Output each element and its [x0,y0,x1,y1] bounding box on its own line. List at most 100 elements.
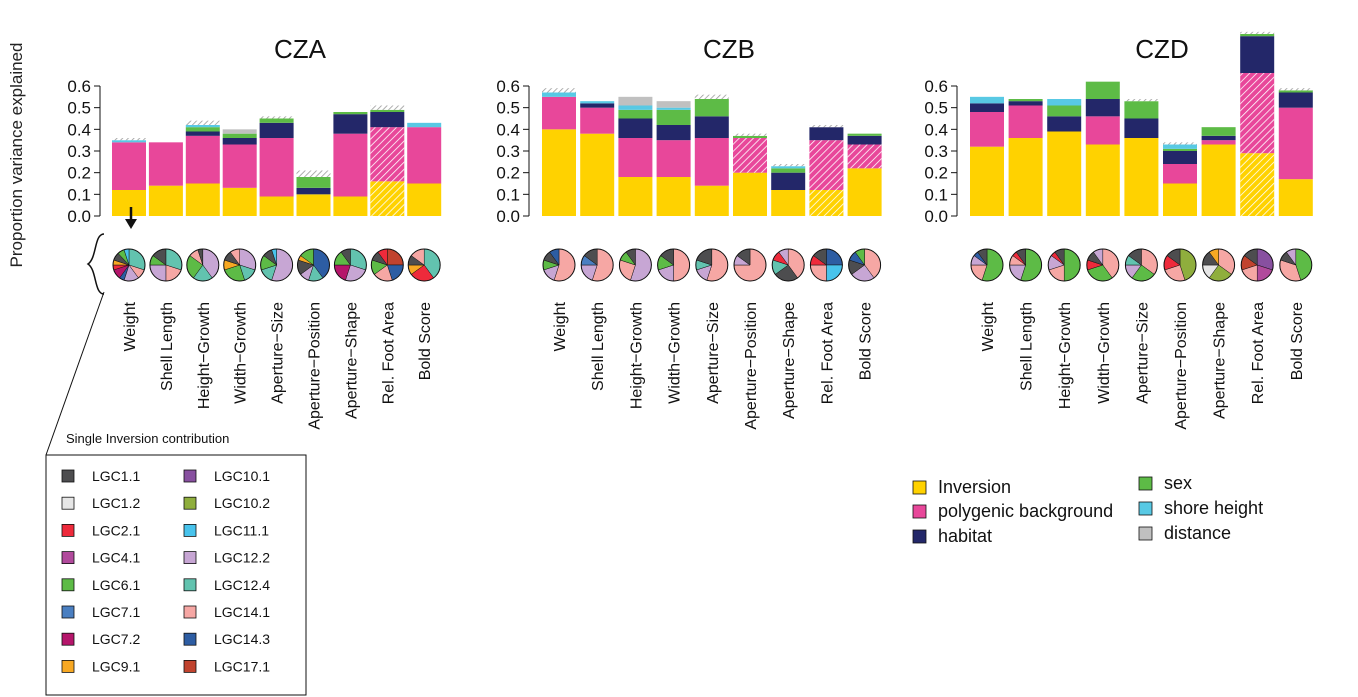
bar-segment-polygenic-background [1085,116,1120,145]
bar-segment-nonsignificant [694,94,729,99]
bar-segment-sex [656,109,691,125]
pie-outline [542,248,576,282]
bar-segment-inversion [542,129,576,216]
bar-segment-inversion [847,168,882,216]
inversion-legend-label: LGC12.2 [214,550,270,566]
bar-segment-inversion [970,146,1004,216]
bar-segment-habitat [370,112,405,128]
y-tick-label: 0.4 [67,120,91,139]
inversion-pie [1009,248,1043,282]
bar-segment-inversion [771,190,806,216]
bar-segment-polygenic-background [580,107,615,134]
bar-segment-inversion [148,185,183,216]
pie-outline [809,248,843,282]
inversion-legend-label: LGC1.1 [92,468,140,484]
bar-segment-habitat [333,114,368,134]
y-tick-label: 0.1 [67,185,91,204]
bar-segment-polygenic-background [185,135,220,184]
pie-slice [1063,248,1081,282]
bar-segment-polygenic-background [333,133,368,197]
bar-segment-inversion [296,194,331,216]
pie-outline [771,248,805,282]
y-tick-label: 0.1 [924,185,948,204]
bar-segment-shore-height [618,105,653,110]
inversion-legend-swatch [61,524,75,537]
inversion-legend-swatch [183,605,197,619]
y-tick-label: 0.5 [67,99,91,118]
bar-segment-habitat [970,103,1004,112]
inversion-pie [1202,248,1236,282]
pie-outline [733,248,767,282]
pie-outline [848,248,882,282]
bar-segment-shore-height [970,96,1004,104]
bar-segment-distance [222,129,257,134]
x-tick-label: Aperture−Shape [781,302,798,419]
y-tick-label: 0.5 [496,99,520,118]
inversion-legend-label: LGC14.1 [214,604,270,620]
inversion-pie [542,248,576,282]
bar-segment-sex [1240,34,1275,37]
bar-segment-habitat [1240,36,1275,73]
x-tick-label: Bold Score [1289,302,1306,380]
bar-segment-inversion [259,196,294,216]
x-tick-label: Rel. Foot Area [380,302,397,404]
inversion-legend-label: LGC7.1 [92,604,140,620]
bar-segment-nonsignificant [1240,31,1275,34]
bar-segment-habitat [1008,101,1043,106]
x-tick-label: Aperture−Shape [1212,302,1229,419]
panel-czb: CZB 0.0 0.1 0.2 0.3 0.4 0.5 0.6 Weight Shell Leng… [496,34,882,430]
arrow-icon [125,207,137,229]
bar-segment-inversion [1278,179,1313,216]
inversion-legend-swatch [61,660,75,673]
bar-segment-sex [618,109,653,119]
bar-segment-inversion [1008,138,1043,216]
inversion-legend-swatch [61,605,75,619]
legend-label: Inversion [938,477,1011,497]
pie-outline [1124,248,1158,282]
inversion-pie [1047,248,1081,282]
bar-segment-inversion [694,185,729,216]
y-tick-label: 0.6 [67,77,91,96]
x-tick-label: Width−Growth [667,302,684,404]
bar-segment-shore-height [185,125,220,128]
y-axis-label: Proportion variance explained [7,43,26,268]
pie-outline [618,248,652,282]
y-tick-label: 0.0 [67,207,91,226]
inversion-pie [809,248,843,282]
inversion-legend-label: LGC11.1 [214,522,269,538]
bar-segment-shore-height [771,166,806,169]
bar-segment-hatch [370,181,405,216]
bar-segment-sex [185,127,220,132]
bar-segment-habitat [694,116,729,138]
bar-segment-nonsignificant [809,125,844,128]
inversion-pie [618,248,652,282]
bar-segment-inversion [112,190,146,216]
bar-segment-inversion [580,133,615,216]
bar-segment-habitat [296,187,331,195]
bar-segment-shore-height [1163,144,1197,149]
inversion-legend-label: LGC4.1 [92,550,140,566]
bar-segment-sex [333,112,368,115]
bar-segment-habitat [656,125,691,141]
bar-segment-shore-height [112,140,146,143]
pie-outline [112,248,146,282]
bar-segment-sex [1163,148,1197,151]
bar-segment-nonsignificant [296,170,331,177]
bar-segment-sex [771,168,806,173]
inversion-pie [112,248,146,282]
pie-outline [1240,248,1274,282]
bar-segment-nonsignificant [1163,142,1197,145]
legend-swatch [1138,526,1153,541]
bar-segment-polygenic-background [1163,164,1197,184]
inversion-pie [580,248,614,282]
bar-segment-habitat [185,131,220,136]
bar-segment-sex [1278,90,1313,93]
bar-segment-hatch [1240,153,1275,216]
legend-label: shore height [1164,498,1263,518]
bar-segment-inversion [733,172,767,216]
y-tick-label: 0.3 [924,142,948,161]
inversion-legend-label: LGC7.2 [92,631,140,647]
bar-segment-nonsignificant [185,120,220,125]
bar-segment-inversion [1047,131,1082,216]
